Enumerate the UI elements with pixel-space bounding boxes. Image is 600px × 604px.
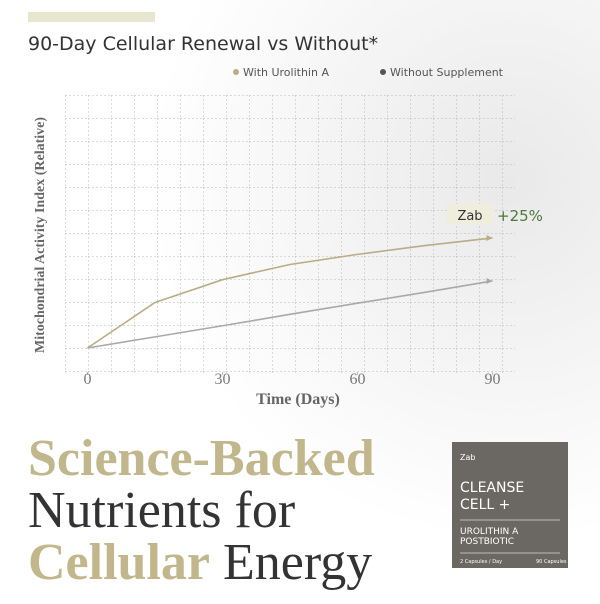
x-tick-label: 30 [215, 371, 231, 388]
legend-label: Without Supplement [390, 66, 504, 79]
x-axis-label: Time (Days) [256, 391, 340, 408]
product-box [452, 442, 568, 568]
headline-highlight: Cellular [28, 534, 210, 591]
product-dose: 2 Capsules / Day [460, 559, 502, 565]
product-brand: Zab [460, 453, 475, 462]
headline: Nutrients for [28, 482, 295, 539]
product-name: CLEANSE [460, 480, 524, 496]
headline: Science-Backed [28, 430, 375, 487]
legend-marker [380, 69, 386, 75]
badge-bg [447, 204, 493, 224]
headline: Cellular Energy [28, 534, 372, 591]
headline-rest: Energy [223, 534, 372, 591]
y-axis-label: Mitochondrial Activity Index (Relative) [33, 117, 48, 353]
accent-bar [28, 12, 155, 22]
product-sub: UROLITHIN A [460, 527, 519, 537]
legend-marker [233, 69, 239, 75]
x-tick-label: 90 [485, 371, 501, 388]
arrow-head [486, 277, 493, 284]
x-tick-label: 0 [84, 371, 92, 388]
legend-label: With Urolithin A [243, 66, 329, 79]
product-count: 90 Capsules [536, 559, 567, 565]
annotation: +25% [497, 207, 543, 225]
chart-title: 90-Day Cellular Renewal vs Without* [28, 33, 378, 55]
x-tick-label: 60 [350, 371, 366, 388]
arrow-head [486, 234, 493, 241]
product-name: CELL + [460, 497, 510, 513]
grid [65, 95, 515, 375]
product-sub: POSTBIOTIC [460, 537, 514, 547]
series-line [87, 237, 493, 349]
series-line [87, 280, 493, 349]
annotation-badge: Zab [457, 209, 482, 224]
